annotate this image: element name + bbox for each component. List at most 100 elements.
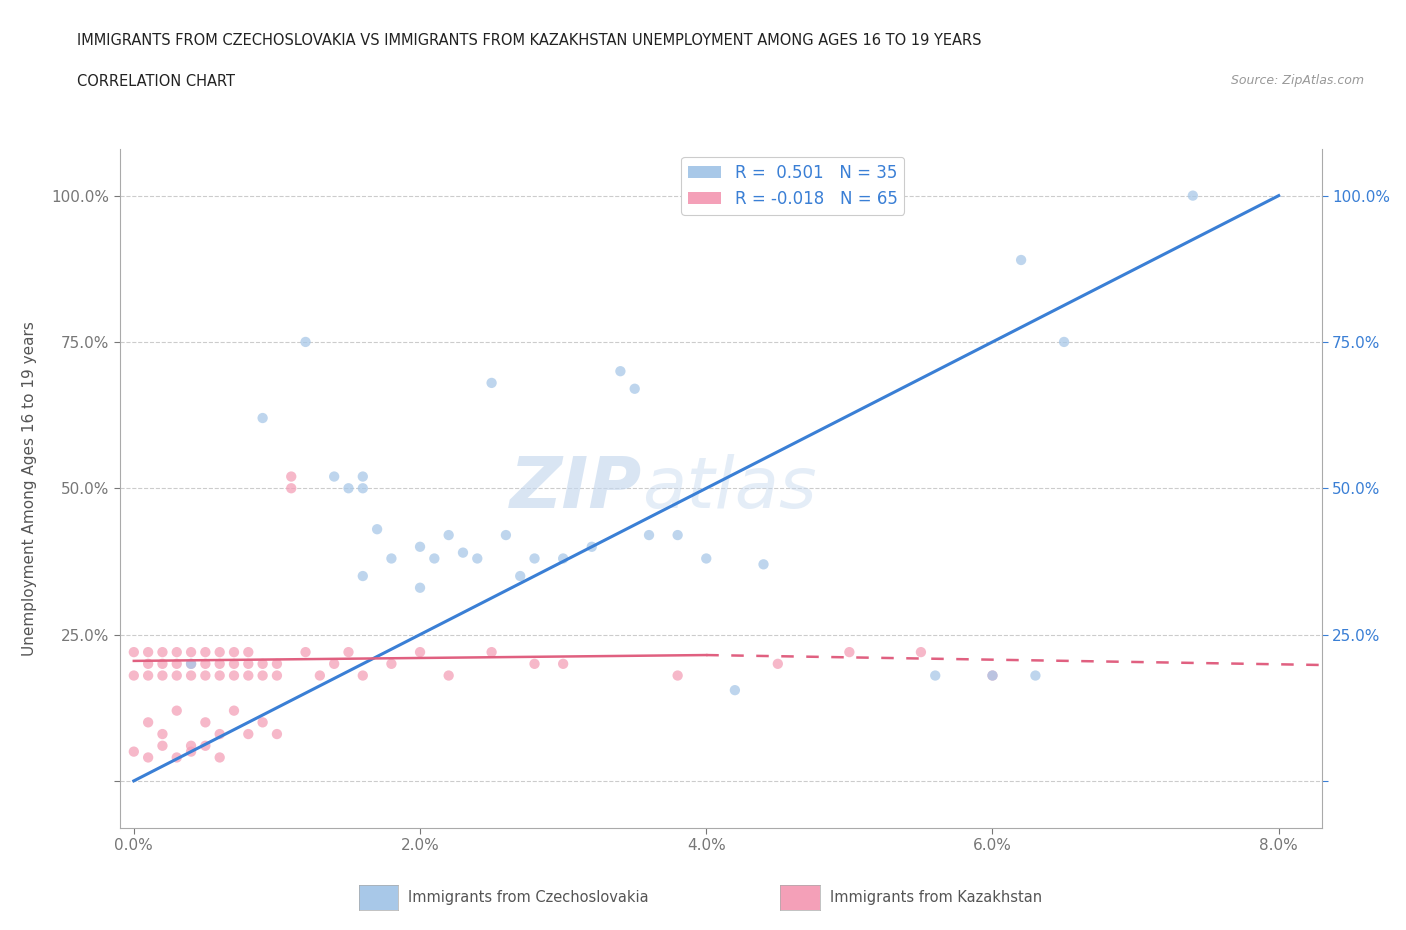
Point <box>252 668 274 683</box>
Point <box>294 335 316 350</box>
Point <box>638 527 661 542</box>
Point <box>222 668 245 683</box>
Text: IMMIGRANTS FROM CZECHOSLOVAKIA VS IMMIGRANTS FROM KAZAKHSTAN UNEMPLOYMENT AMONG : IMMIGRANTS FROM CZECHOSLOVAKIA VS IMMIGR… <box>77 33 981 47</box>
Point <box>1024 668 1046 683</box>
Point <box>180 668 202 683</box>
Point <box>437 668 460 683</box>
Point <box>136 657 159 671</box>
Point <box>222 657 245 671</box>
Point <box>152 668 174 683</box>
Point <box>166 644 188 659</box>
Point <box>666 527 689 542</box>
Point <box>238 726 260 741</box>
Text: ZIP: ZIP <box>510 454 643 523</box>
Point <box>208 657 231 671</box>
Point <box>194 715 217 730</box>
Point <box>122 668 145 683</box>
Point <box>409 644 432 659</box>
Point <box>752 557 775 572</box>
Point <box>352 481 374 496</box>
Point <box>280 481 302 496</box>
Point <box>409 580 432 595</box>
Point <box>553 551 575 566</box>
Point <box>166 703 188 718</box>
Point <box>423 551 446 566</box>
Point <box>924 668 946 683</box>
Point <box>266 726 288 741</box>
Point <box>495 527 517 542</box>
Point <box>465 551 488 566</box>
Point <box>122 644 145 659</box>
Point <box>194 738 217 753</box>
Point <box>308 668 332 683</box>
Point <box>666 668 689 683</box>
Point <box>724 683 747 698</box>
Point <box>337 481 360 496</box>
Text: Immigrants from Kazakhstan: Immigrants from Kazakhstan <box>830 890 1042 905</box>
Text: CORRELATION CHART: CORRELATION CHART <box>77 74 235 89</box>
Point <box>238 657 260 671</box>
Point <box>166 668 188 683</box>
Point <box>152 657 174 671</box>
Point <box>280 469 302 484</box>
Point <box>136 644 159 659</box>
Point <box>380 657 402 671</box>
Point <box>136 750 159 764</box>
Point <box>122 744 145 759</box>
Point <box>166 750 188 764</box>
Point <box>136 668 159 683</box>
Point <box>1053 335 1076 350</box>
Point <box>481 644 503 659</box>
Point <box>166 657 188 671</box>
Point <box>481 376 503 391</box>
Point <box>238 668 260 683</box>
Point <box>437 527 460 542</box>
Point <box>180 738 202 753</box>
Point <box>337 644 360 659</box>
Y-axis label: Unemployment Among Ages 16 to 19 years: Unemployment Among Ages 16 to 19 years <box>22 321 37 656</box>
Point <box>208 668 231 683</box>
Point <box>180 744 202 759</box>
Point <box>352 568 374 583</box>
Text: Source: ZipAtlas.com: Source: ZipAtlas.com <box>1230 74 1364 87</box>
Point <box>152 738 174 753</box>
Point <box>252 715 274 730</box>
Point <box>208 644 231 659</box>
Point <box>238 644 260 659</box>
Point <box>152 726 174 741</box>
Point <box>222 703 245 718</box>
Point <box>180 657 202 671</box>
Point <box>194 644 217 659</box>
Point <box>380 551 402 566</box>
Point <box>180 657 202 671</box>
Point <box>180 644 202 659</box>
Point <box>208 726 231 741</box>
Point <box>222 644 245 659</box>
Point <box>266 668 288 683</box>
Point <box>1181 188 1204 203</box>
Point <box>1010 253 1032 268</box>
Point <box>136 715 159 730</box>
Point <box>609 364 631 379</box>
Point <box>352 469 374 484</box>
Point <box>523 551 546 566</box>
Point <box>252 657 274 671</box>
Point <box>294 644 316 659</box>
Point <box>323 469 346 484</box>
Point <box>509 568 531 583</box>
Point <box>194 657 217 671</box>
Point <box>366 522 388 537</box>
Point <box>152 644 174 659</box>
Legend: R =  0.501   N = 35, R = -0.018   N = 65: R = 0.501 N = 35, R = -0.018 N = 65 <box>682 157 904 215</box>
Point <box>838 644 860 659</box>
Point <box>194 668 217 683</box>
Point <box>695 551 717 566</box>
Point <box>266 657 288 671</box>
Point <box>451 545 474 560</box>
Point <box>323 657 346 671</box>
Point <box>553 657 575 671</box>
Point <box>766 657 789 671</box>
Point <box>409 539 432 554</box>
Point <box>252 410 274 425</box>
Text: atlas: atlas <box>643 454 817 523</box>
